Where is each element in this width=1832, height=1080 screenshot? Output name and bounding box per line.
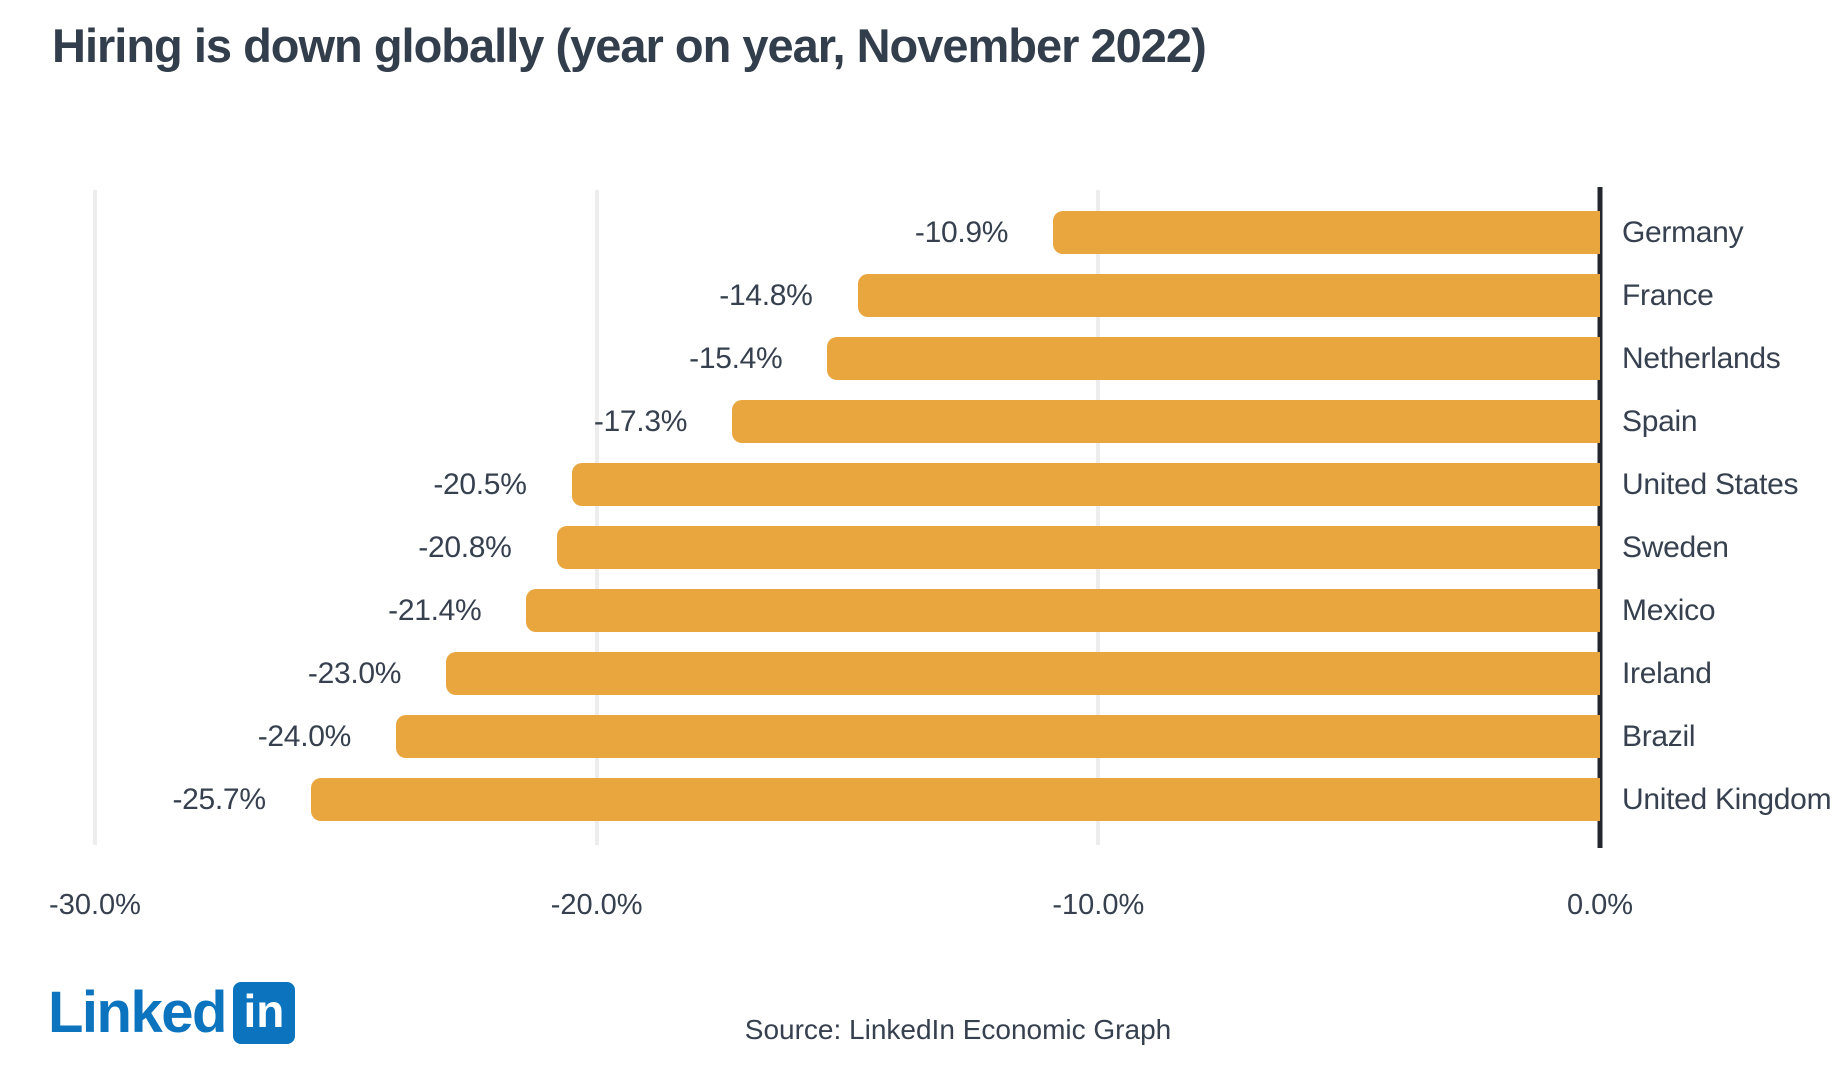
linkedin-logo-wordmark: Linked — [48, 980, 227, 1045]
x-axis-tick-label: -20.0% — [550, 889, 643, 921]
linkedin-logo: Linked in — [48, 982, 295, 1044]
bar-united-states — [571, 463, 1600, 506]
value-label: -20.5% — [433, 468, 527, 501]
gridline — [594, 190, 599, 845]
value-label: -14.8% — [719, 279, 813, 312]
category-label: Sweden — [1622, 531, 1729, 564]
value-label: -10.9% — [914, 216, 1009, 249]
category-label: United Kingdom — [1622, 783, 1832, 816]
x-axis-tick-label: 0.0% — [1566, 889, 1634, 921]
chart-title: Hiring is down globally (year on year, N… — [52, 19, 1207, 72]
linkedin-logo-badge-icon: in — [232, 982, 295, 1044]
bar-netherlands — [827, 337, 1600, 380]
gridline — [93, 190, 97, 845]
category-label: Mexico — [1622, 594, 1716, 627]
value-label: -17.3% — [593, 405, 688, 438]
bar-sweden — [556, 526, 1600, 569]
bar-france — [857, 274, 1600, 317]
category-label: Germany — [1622, 216, 1744, 249]
bar-germany — [1053, 211, 1600, 254]
category-label: Spain — [1622, 405, 1698, 438]
value-label: -23.0% — [307, 657, 402, 690]
source-attribution: Source: LinkedIn Economic Graph — [744, 1014, 1172, 1045]
category-label: United States — [1622, 468, 1799, 501]
category-label: France — [1622, 279, 1714, 312]
x-axis-tick-label: -30.0% — [49, 889, 141, 921]
bar-united-kingdom — [310, 778, 1600, 821]
value-label: -21.4% — [388, 594, 482, 627]
value-label: -25.7% — [172, 783, 266, 816]
category-label: Netherlands — [1622, 342, 1781, 375]
value-label: -15.4% — [689, 342, 783, 375]
bar-ireland — [446, 652, 1600, 695]
bar-brazil — [396, 715, 1600, 758]
zero-axis-line — [1597, 187, 1603, 848]
category-label: Ireland — [1622, 657, 1712, 690]
value-label: -24.0% — [257, 720, 352, 753]
x-axis-tick-label: -10.0% — [1052, 889, 1145, 921]
category-label: Brazil — [1622, 720, 1696, 753]
bar-spain — [732, 400, 1600, 443]
gridline — [1096, 190, 1101, 845]
value-label: -20.8% — [418, 531, 512, 564]
bar-mexico — [526, 589, 1600, 632]
